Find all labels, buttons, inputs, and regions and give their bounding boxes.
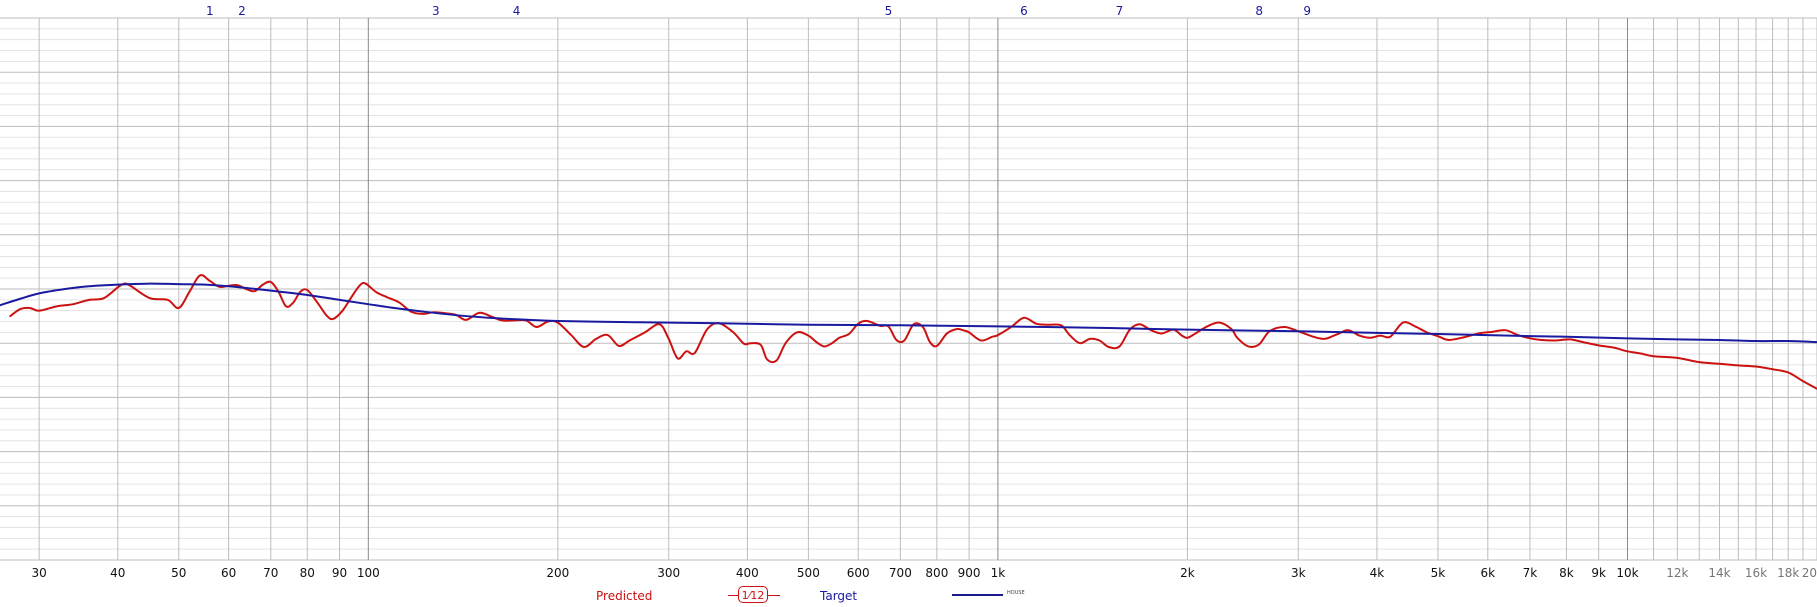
x-tick-label: 800 bbox=[925, 566, 948, 580]
x-tick-label: 900 bbox=[958, 566, 981, 580]
x-tick-label: 700 bbox=[889, 566, 912, 580]
x-tick-label: 6k bbox=[1481, 566, 1496, 580]
band-markers: 1 2 3 4 5 6 7 8 9 bbox=[206, 4, 1311, 18]
x-tick-label: 9k bbox=[1591, 566, 1606, 580]
x-tick-label: 30 bbox=[31, 566, 46, 580]
x-tick-label: 70 bbox=[263, 566, 278, 580]
x-tick-label: 12k bbox=[1666, 566, 1688, 580]
x-tick-label: 100 bbox=[357, 566, 380, 580]
series-line-predicted bbox=[9, 274, 1817, 390]
band-marker-label[interactable]: 3 bbox=[432, 4, 440, 18]
band-marker-label[interactable]: 5 bbox=[885, 4, 893, 18]
x-axis-ticks: 30 40 50 60 70 80 90 100 200 300 400 500 600 700 800 90… bbox=[31, 566, 1817, 580]
series-layer bbox=[0, 274, 1817, 390]
legend-predicted[interactable]: Predicted bbox=[596, 589, 653, 603]
legend-target[interactable]: Target bbox=[820, 589, 858, 603]
band-marker-label[interactable]: 2 bbox=[238, 4, 246, 18]
house-curve-swatch bbox=[952, 594, 1003, 596]
x-tick-label: 80 bbox=[300, 566, 315, 580]
x-tick-label: 20 bbox=[1802, 566, 1817, 580]
vertical-grid bbox=[38, 18, 1817, 560]
x-tick-label: 40 bbox=[110, 566, 125, 580]
x-tick-label: 7k bbox=[1523, 566, 1538, 580]
band-marker-label[interactable]: 7 bbox=[1116, 4, 1124, 18]
x-tick-label: 1k bbox=[991, 566, 1006, 580]
smoothing-badge[interactable]: 1⁄12 bbox=[738, 586, 768, 603]
x-tick-label: 90 bbox=[332, 566, 347, 580]
x-tick-label: 16k bbox=[1745, 566, 1767, 580]
smoothing-line-right bbox=[768, 595, 780, 596]
series-line-target bbox=[0, 282, 1817, 344]
x-tick-label: 5k bbox=[1431, 566, 1446, 580]
x-tick-label: 50 bbox=[171, 566, 186, 580]
x-tick-label: 200 bbox=[546, 566, 569, 580]
band-marker-label[interactable]: 4 bbox=[513, 4, 521, 18]
x-tick-label: 18k bbox=[1777, 566, 1799, 580]
x-tick-label: 400 bbox=[736, 566, 759, 580]
x-tick-label: 2k bbox=[1180, 566, 1195, 580]
x-tick-label: 14k bbox=[1708, 566, 1730, 580]
x-tick-label: 10k bbox=[1616, 566, 1638, 580]
smoothing-line-left bbox=[728, 595, 738, 596]
band-marker-label[interactable]: 8 bbox=[1255, 4, 1263, 18]
band-marker-label[interactable]: 6 bbox=[1020, 4, 1028, 18]
x-tick-label: 60 bbox=[221, 566, 236, 580]
horizontal-grid bbox=[0, 17, 1817, 561]
band-marker-label[interactable]: 1 bbox=[206, 4, 214, 18]
x-tick-label: 8k bbox=[1559, 566, 1574, 580]
x-tick-label: 4k bbox=[1370, 566, 1385, 580]
x-tick-label: 500 bbox=[797, 566, 820, 580]
x-tick-label: 3k bbox=[1291, 566, 1306, 580]
band-marker-label[interactable]: 9 bbox=[1303, 4, 1311, 18]
x-tick-label: 300 bbox=[657, 566, 680, 580]
x-tick-label: 600 bbox=[847, 566, 870, 580]
house-curve-label[interactable]: HOUSE bbox=[1007, 590, 1025, 596]
